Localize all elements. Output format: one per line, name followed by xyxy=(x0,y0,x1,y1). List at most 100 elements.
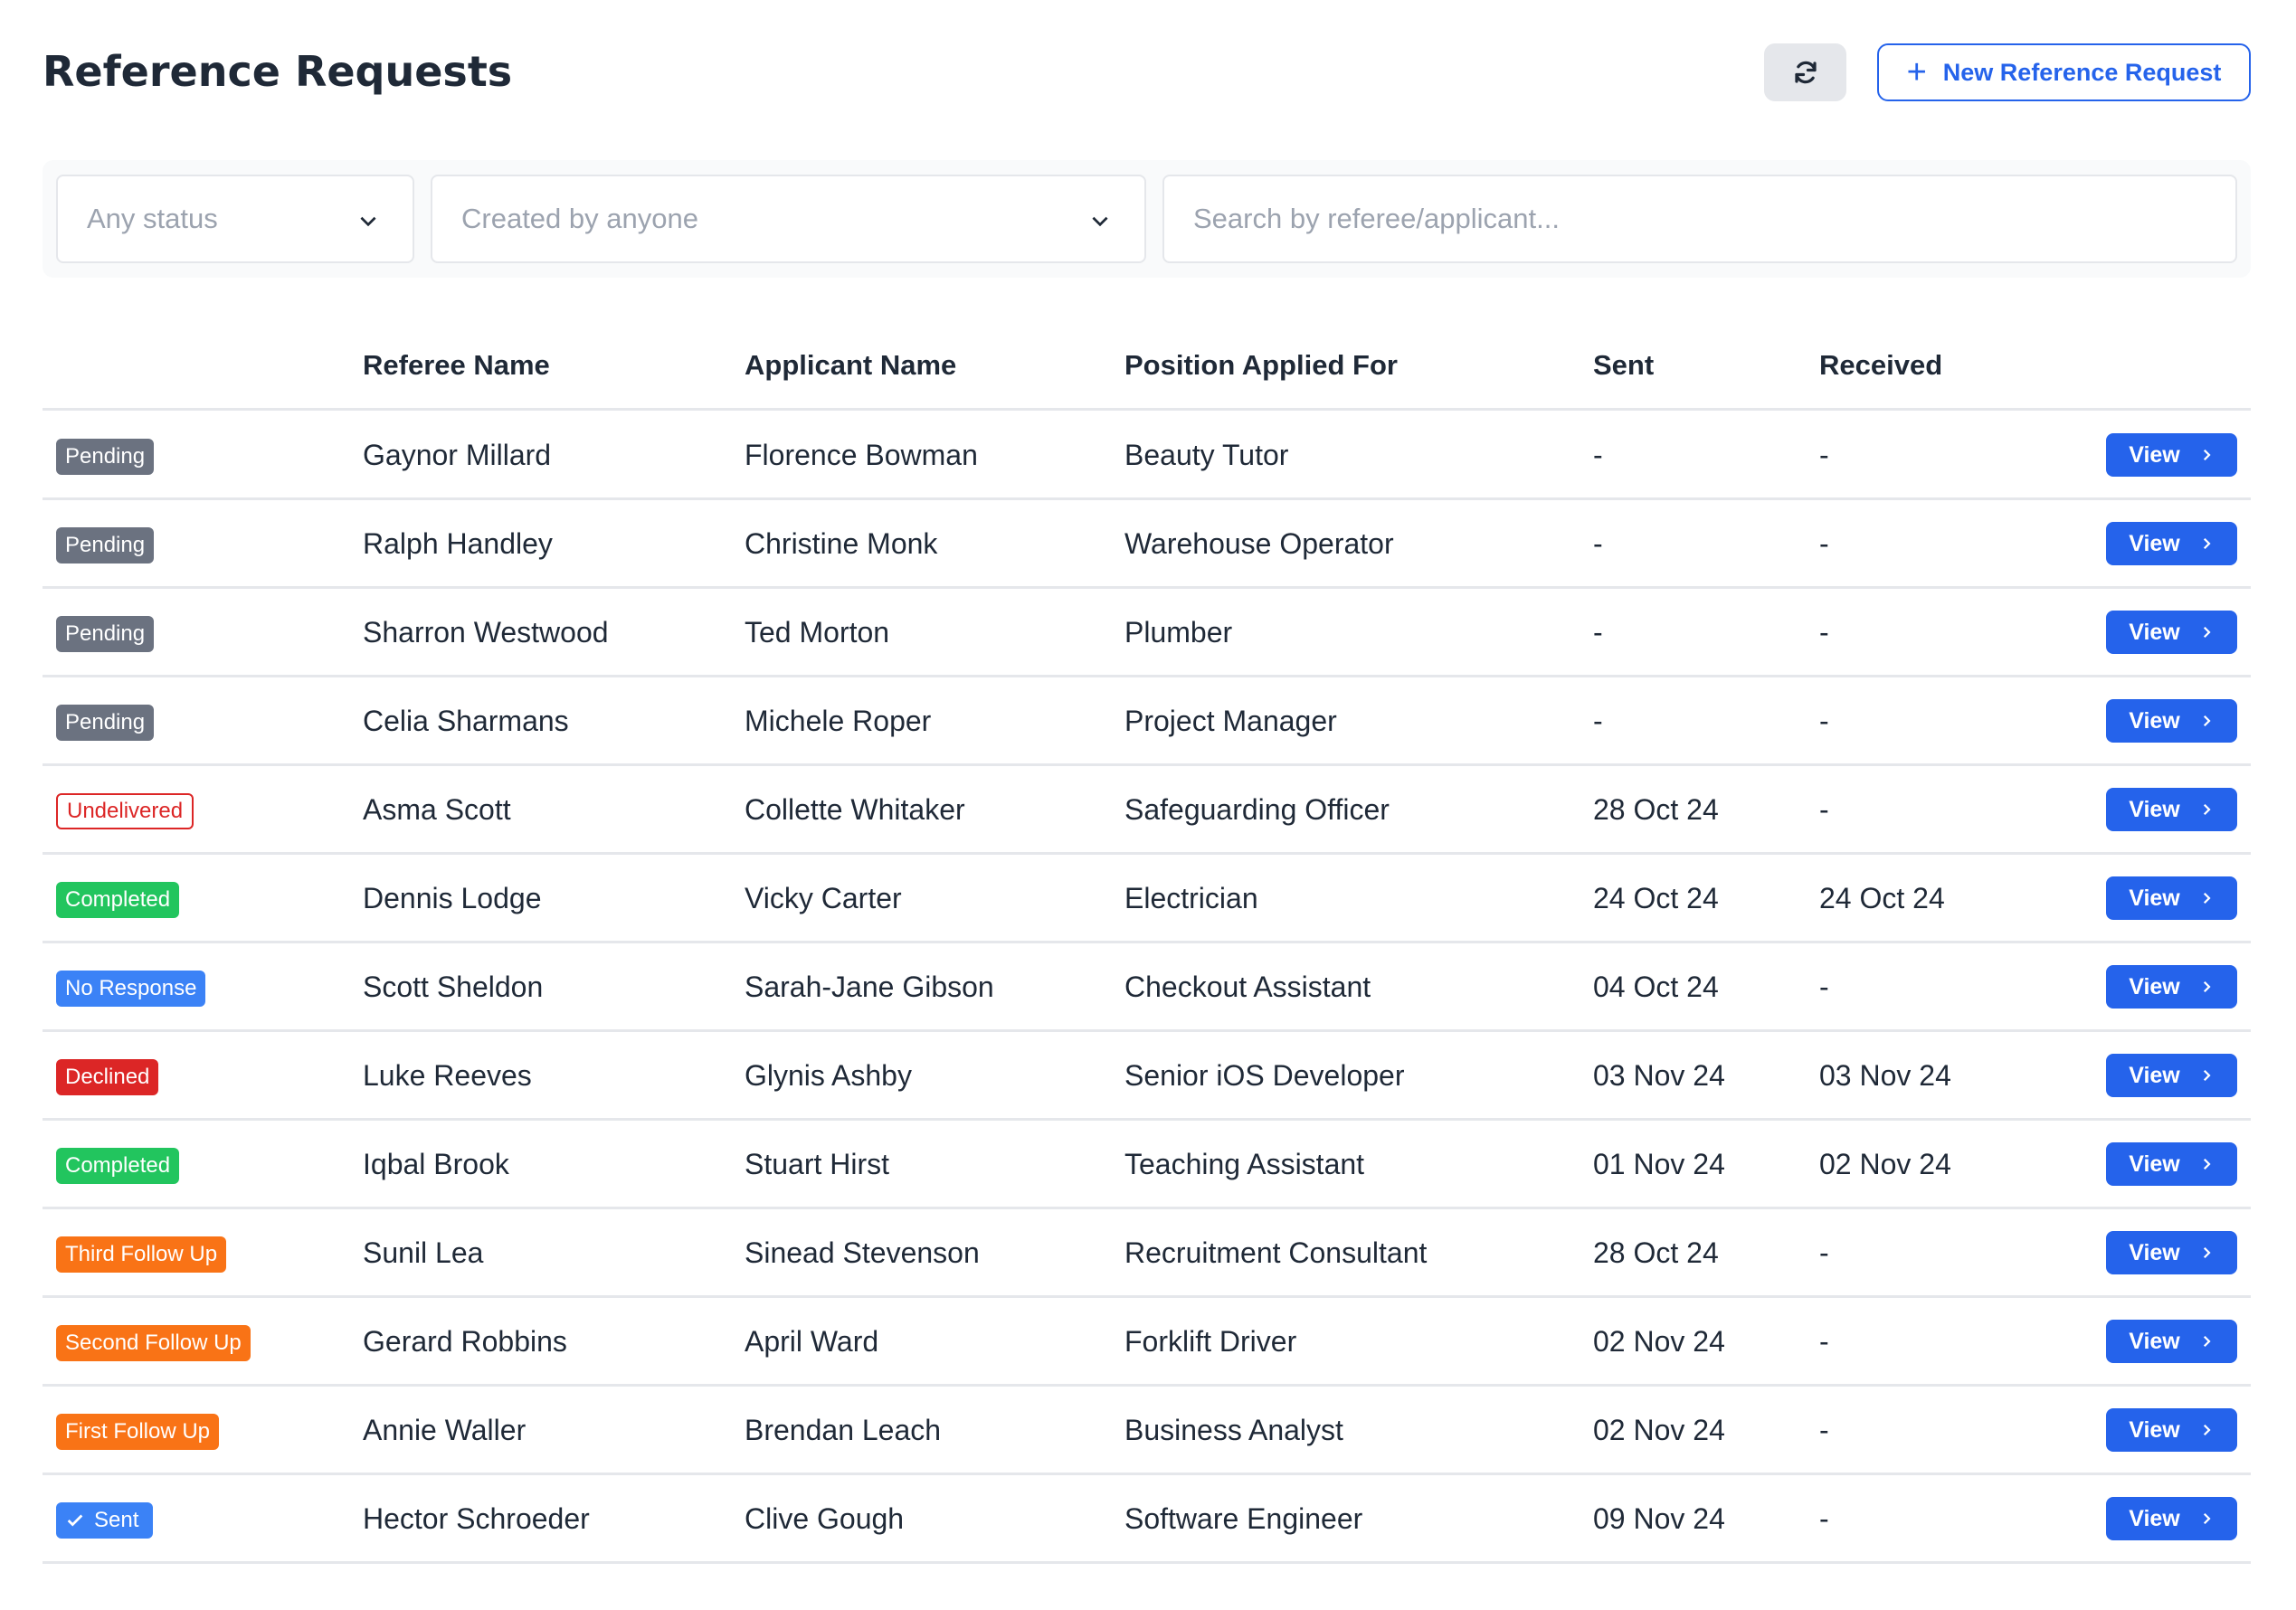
chevron-right-icon xyxy=(2203,1335,2211,1348)
status-badge-label: No Response xyxy=(65,976,197,1000)
status-badge: Third Follow Up xyxy=(56,1236,227,1273)
table-row: Second Follow Up Gerard Robbins April Ward… xyxy=(43,1298,2251,1387)
check-icon xyxy=(67,1514,83,1527)
view-button[interactable]: View xyxy=(2106,876,2237,920)
view-button[interactable]: View xyxy=(2106,433,2237,477)
status-badge: Pending xyxy=(56,439,155,475)
view-button-label: View xyxy=(2129,1151,2180,1177)
chevron-right-icon xyxy=(2203,537,2211,550)
view-button[interactable]: View xyxy=(2106,1320,2237,1363)
chevron-right-icon xyxy=(2203,980,2211,993)
status-select[interactable]: Any status xyxy=(56,175,414,263)
sent-date: 03 Nov 24 xyxy=(1593,1059,1725,1092)
sent-date: - xyxy=(1593,616,1603,649)
status-badge-label: First Follow Up xyxy=(65,1419,211,1444)
referee-name: Sunil Lea xyxy=(363,1236,484,1269)
new-reference-request-button[interactable]: + New Reference Request xyxy=(1877,43,2251,101)
referee-name: Gaynor Millard xyxy=(363,439,552,471)
view-button[interactable]: View xyxy=(2106,965,2237,1009)
status-badge-label: Third Follow Up xyxy=(65,1242,218,1266)
applicant-name: Florence Bowman xyxy=(745,439,978,471)
view-button[interactable]: View xyxy=(2106,522,2237,565)
sent-date: 09 Nov 24 xyxy=(1593,1502,1725,1535)
status-badge: Second Follow Up xyxy=(56,1325,251,1361)
created-by-select-value: Created by anyone xyxy=(461,203,698,234)
position: Checkout Assistant xyxy=(1124,971,1371,1003)
search-input[interactable]: Search by referee/applicant... xyxy=(1162,175,2237,263)
status-badge: Completed xyxy=(56,882,180,918)
column-applicant-name: Applicant Name xyxy=(745,349,957,381)
referee-name: Iqbal Brook xyxy=(363,1148,509,1180)
view-button-label: View xyxy=(2129,1062,2180,1088)
chevron-down-icon xyxy=(1092,216,1108,227)
status-badge: Completed xyxy=(56,1148,180,1184)
applicant-name: Vicky Carter xyxy=(745,882,902,914)
view-button[interactable]: View xyxy=(2106,611,2237,654)
applicant-name: Sarah-Jane Gibson xyxy=(745,971,994,1003)
applicant-name: Glynis Ashby xyxy=(745,1059,912,1092)
view-button[interactable]: View xyxy=(2106,1142,2237,1186)
chevron-right-icon xyxy=(2203,715,2211,727)
status-badge-label: Pending xyxy=(65,533,146,557)
referee-name: Luke Reeves xyxy=(363,1059,532,1092)
chevron-right-icon xyxy=(2203,1246,2211,1259)
position: Software Engineer xyxy=(1124,1502,1363,1535)
chevron-right-icon xyxy=(2203,803,2211,816)
chevron-right-icon xyxy=(2203,1069,2211,1082)
position: Recruitment Consultant xyxy=(1124,1236,1428,1269)
received-date: - xyxy=(1819,439,1829,471)
refresh-button[interactable] xyxy=(1764,43,1846,101)
view-button[interactable]: View xyxy=(2106,1054,2237,1097)
position: Plumber xyxy=(1124,616,1233,649)
table-row: Completed Dennis Lodge Vicky Carter Electri… xyxy=(43,855,2251,943)
received-date: - xyxy=(1819,527,1829,560)
status-badge: Pending xyxy=(56,616,155,652)
received-date: - xyxy=(1819,971,1829,1003)
status-badge-label: Undelivered xyxy=(67,799,184,823)
status-badge: Pending xyxy=(56,527,155,564)
view-button-label: View xyxy=(2129,530,2180,556)
referee-name: Gerard Robbins xyxy=(363,1325,567,1358)
table-row: First Follow Up Annie Waller Brendan Leach… xyxy=(43,1387,2251,1475)
sent-date: 24 Oct 24 xyxy=(1593,882,1719,914)
sent-date: 02 Nov 24 xyxy=(1593,1414,1725,1446)
table-row: Declined Luke Reeves Glynis Ashby Senior iO… xyxy=(43,1032,2251,1121)
view-button[interactable]: View xyxy=(2106,699,2237,743)
applicant-name: Collette Whitaker xyxy=(745,793,965,826)
search-placeholder: Search by referee/applicant... xyxy=(1193,203,1560,234)
sent-date: - xyxy=(1593,705,1603,737)
created-by-select[interactable]: Created by anyone xyxy=(431,175,1146,263)
referee-name: Asma Scott xyxy=(363,793,511,826)
view-button[interactable]: View xyxy=(2106,1408,2237,1452)
table-row: Sent Hector Schroeder Clive Gough Software … xyxy=(43,1475,2251,1564)
position: Senior iOS Developer xyxy=(1124,1059,1405,1092)
sent-date: - xyxy=(1593,439,1603,471)
status-select-value: Any status xyxy=(87,203,218,234)
view-button[interactable]: View xyxy=(2106,1231,2237,1274)
received-date: - xyxy=(1819,1325,1829,1358)
applicant-name: Michele Roper xyxy=(745,705,932,737)
status-badge: First Follow Up xyxy=(56,1414,220,1450)
applicant-name: Christine Monk xyxy=(745,527,938,560)
received-date: 03 Nov 24 xyxy=(1819,1059,1951,1092)
column-position: Position Applied For xyxy=(1124,349,1398,381)
filter-bar: Any status Created by anyone Search by r… xyxy=(43,160,2251,278)
view-button-label: View xyxy=(2129,707,2180,734)
plus-icon: + xyxy=(1906,53,1927,91)
chevron-right-icon xyxy=(2203,1424,2211,1436)
referee-name: Sharron Westwood xyxy=(363,616,609,649)
sent-date: 02 Nov 24 xyxy=(1593,1325,1725,1358)
status-badge: No Response xyxy=(56,971,206,1007)
sent-date: 28 Oct 24 xyxy=(1593,793,1719,826)
chevron-right-icon xyxy=(2203,626,2211,639)
referee-name: Annie Waller xyxy=(363,1414,527,1446)
received-date: - xyxy=(1819,1502,1829,1535)
applicant-name: Clive Gough xyxy=(745,1502,905,1535)
view-button[interactable]: View xyxy=(2106,788,2237,831)
view-button-label: View xyxy=(2129,1416,2180,1443)
view-button[interactable]: View xyxy=(2106,1497,2237,1540)
applicant-name: Sinead Stevenson xyxy=(745,1236,980,1269)
received-date: 24 Oct 24 xyxy=(1819,882,1945,914)
status-badge-label: Pending xyxy=(65,710,146,734)
position: Business Analyst xyxy=(1124,1414,1343,1446)
